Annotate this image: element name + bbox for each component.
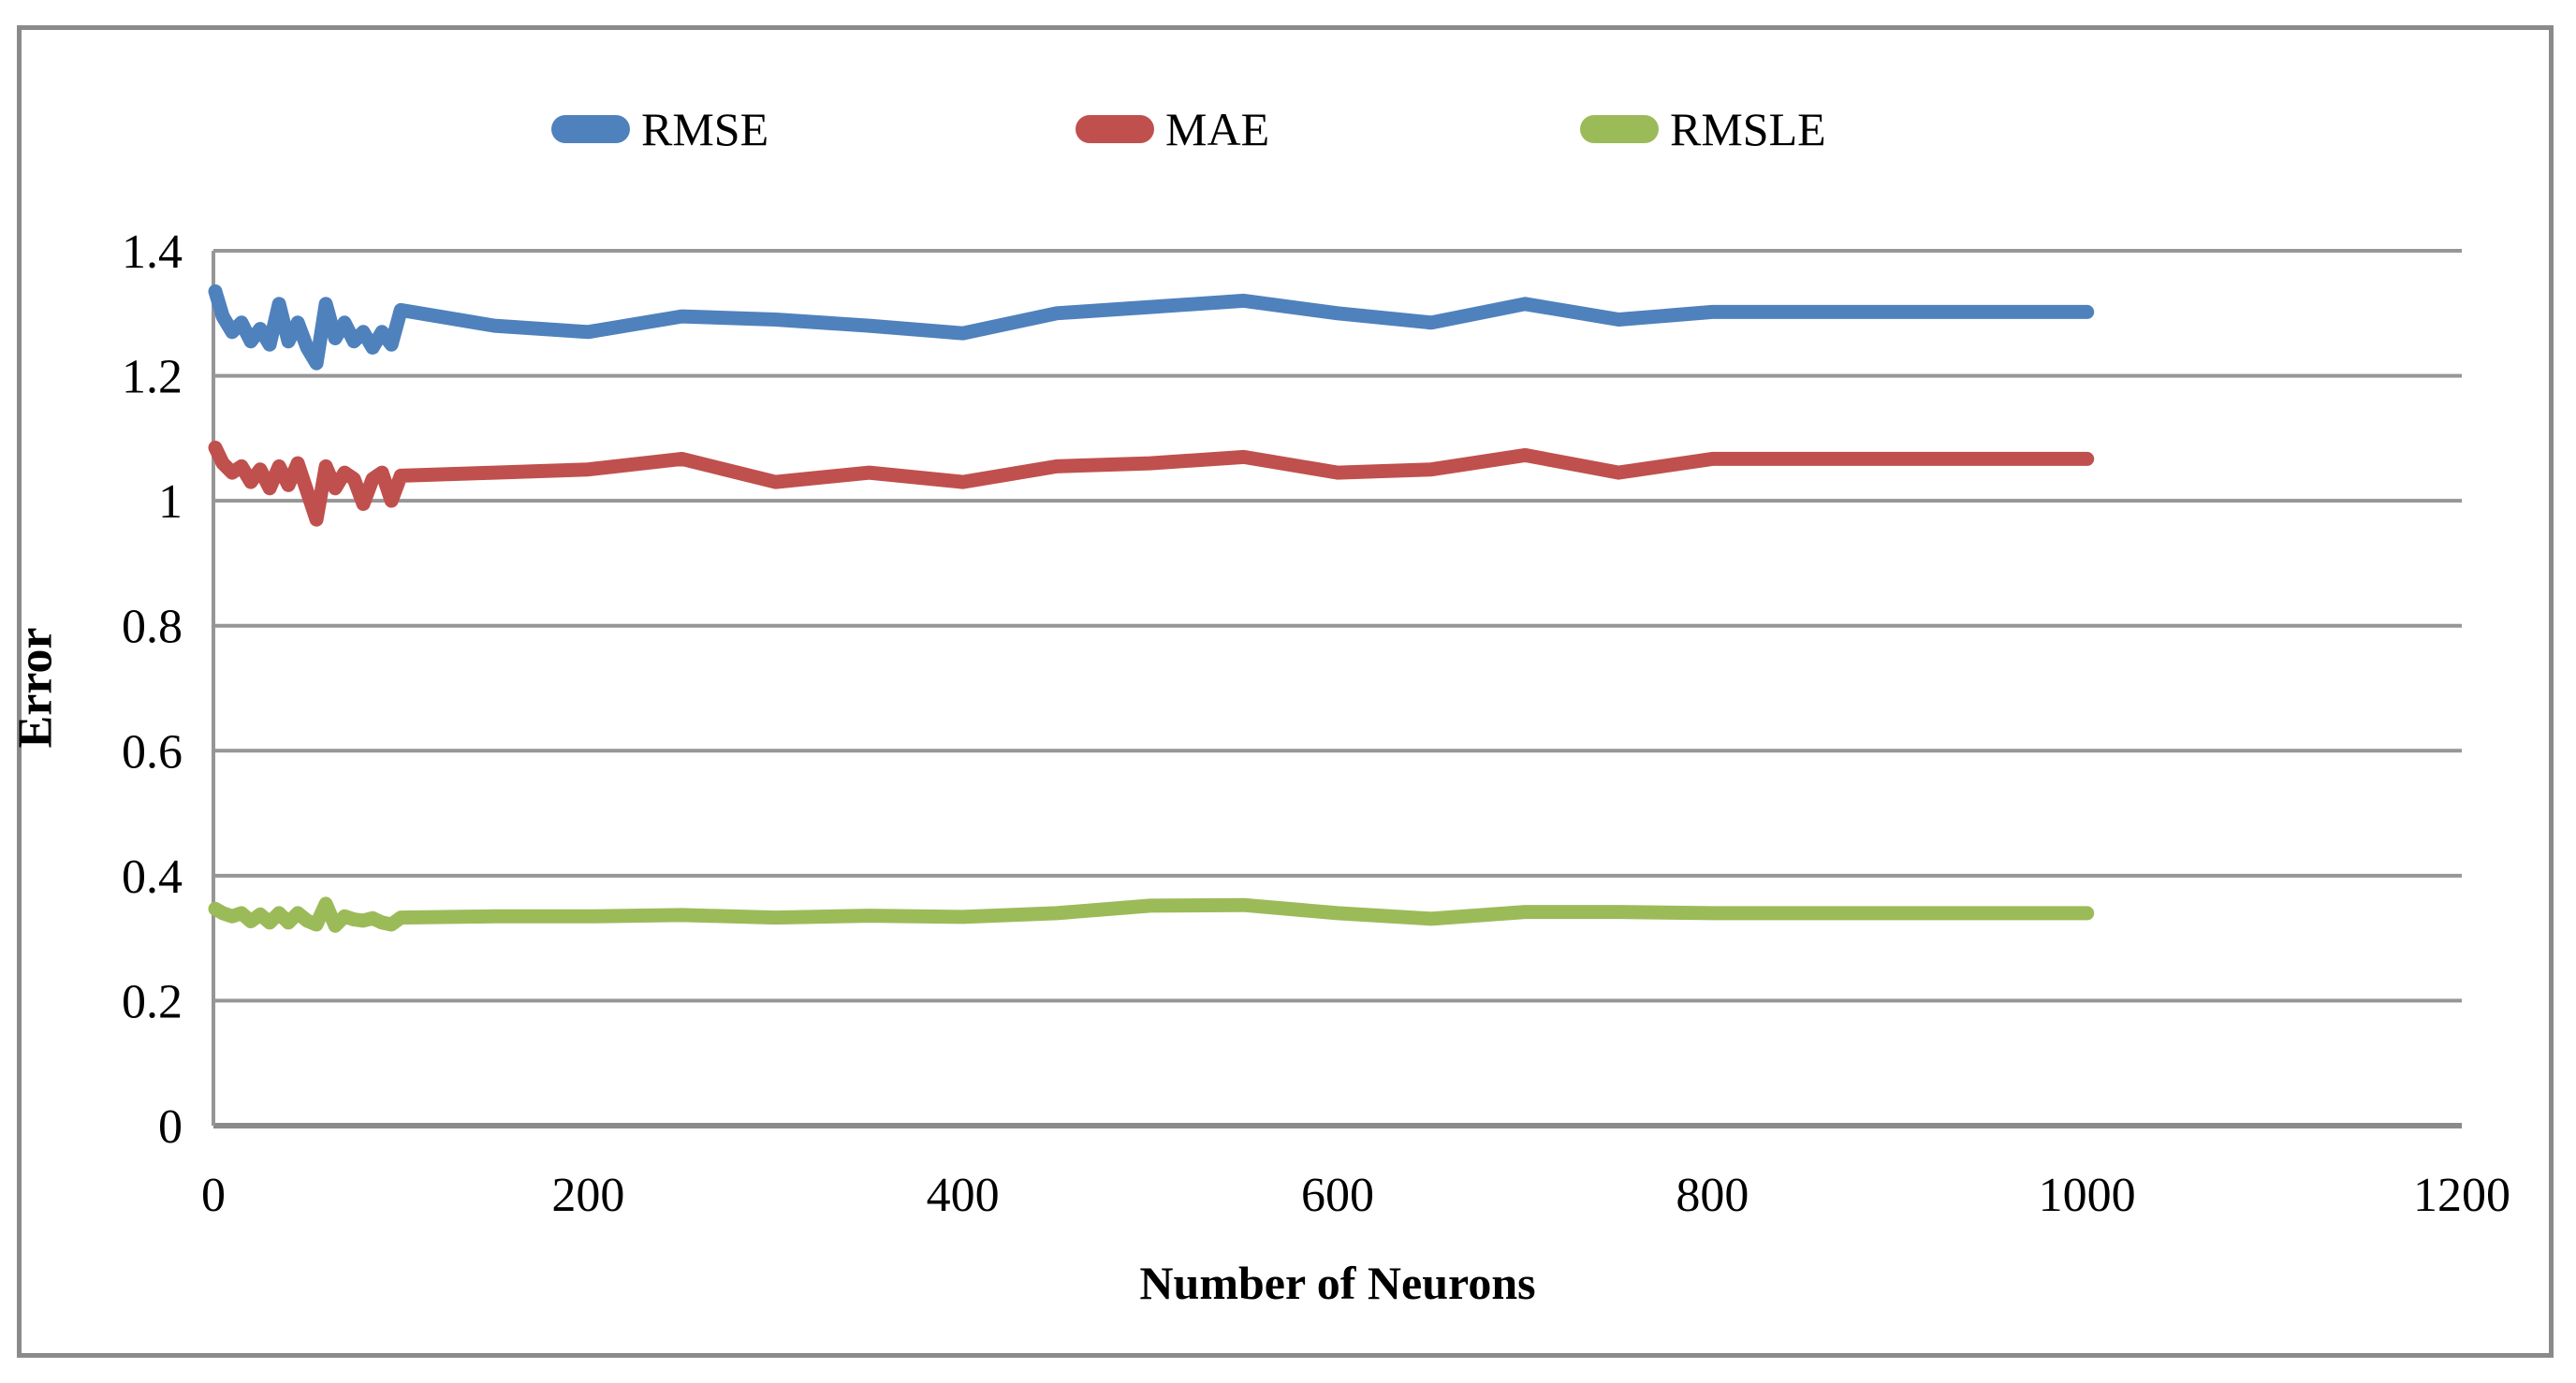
series-line-rmsle (208, 896, 2095, 933)
legend-item-mae: MAE (1076, 105, 1269, 153)
x-tick-label: 200 (551, 1169, 624, 1222)
y-tick-label: 0.8 (122, 601, 183, 654)
y-tick-label: 1 (158, 475, 183, 529)
x-axis-title: Number of Neurons (1139, 1257, 1536, 1309)
legend-label-rmsle: RMSLE (1670, 103, 1826, 155)
series-line-rmse (208, 284, 2095, 371)
legend-label-mae: MAE (1165, 103, 1270, 155)
y-tick-label: 0 (158, 1100, 183, 1154)
x-tick-label: 400 (927, 1169, 1000, 1222)
y-axis-title: Error (8, 627, 63, 749)
y-tick-label: 1.4 (122, 226, 183, 279)
y-tick-label: 0.2 (122, 975, 183, 1028)
mae-line-swatch-icon (1076, 115, 1154, 143)
legend-item-rmse: RMSE (551, 105, 768, 153)
rmsle-line-swatch-icon (1580, 115, 1659, 143)
x-tick-label: 800 (1676, 1169, 1749, 1222)
rmse-line-swatch-icon (551, 115, 630, 143)
legend-label-rmse: RMSE (641, 103, 769, 155)
legend: RMSE MAE RMSLE (0, 105, 2576, 153)
y-tick-label: 0.4 (122, 851, 183, 904)
y-tick-label: 0.6 (122, 725, 183, 779)
series-line-mae (208, 440, 2095, 527)
x-tick-label: 0 (201, 1169, 226, 1222)
x-tick-label: 1000 (2039, 1169, 2136, 1222)
x-tick-label: 600 (1301, 1169, 1374, 1222)
chart-frame (17, 25, 2554, 1358)
x-tick-label: 1200 (2413, 1169, 2510, 1222)
legend-item-rmsle: RMSLE (1580, 105, 1826, 153)
y-tick-label: 1.2 (122, 351, 183, 404)
